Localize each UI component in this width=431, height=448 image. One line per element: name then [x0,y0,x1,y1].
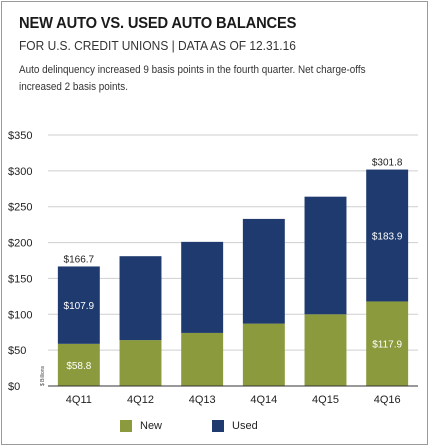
x-tick-label: 4Q11 [66,394,92,406]
chart-title: NEW AUTO VS. USED AUTO BALANCES [19,15,297,32]
bar-used-4Q11 [57,266,100,344]
legend-swatch-new [120,420,132,432]
bar-new-4Q14 [242,323,285,386]
y-tick-label: $250 [8,202,32,214]
x-tick-label: 4Q14 [250,394,277,406]
data-label-total: $301.8 [372,158,403,169]
y-tick-label: $200 [8,238,32,250]
legend: New Used [120,419,308,433]
bar-new-4Q11 [57,343,100,386]
bar-used-4Q15 [304,196,347,315]
gridlines [48,134,418,351]
bar-new-4Q15 [304,314,347,386]
x-tick-label: 4Q15 [312,394,339,406]
legend-label-used: Used [232,420,258,432]
data-label-new: $117.9 [372,340,402,351]
data-label-new: $58.8 [66,361,91,372]
bar-used-4Q13 [181,241,224,333]
data-label-used: $183.9 [372,232,403,243]
x-tick-label: 4Q13 [189,394,216,406]
y-tick-label: $100 [8,309,32,321]
x-tick-label: 4Q16 [374,394,401,406]
y-tick-label: $0 [8,381,20,393]
bars [57,169,409,386]
y-tick-label: $350 [8,130,32,142]
bar-new-4Q12 [119,340,162,386]
bar-new-4Q16 [366,301,409,386]
data-label-used: $107.9 [64,301,95,312]
bar-used-4Q12 [119,256,162,341]
legend-label-new: New [140,420,163,432]
data-labels: $58.8 $107.9 $166.7 $117.9 $183.9 $301.8 [64,158,403,372]
y-tick-label: $50 [8,345,26,357]
x-tick-label: 4Q12 [127,394,154,406]
axes: $0 $50 $100 $150 $200 $250 $300 $350 $ Billions 4… [8,130,418,406]
chart-note: Auto delinquency increased 9 basis point… [19,64,366,93]
legend-item-new: New [120,420,162,432]
bar-used-4Q16 [366,169,409,302]
chart-subtitle: FOR U.S. CREDIT UNIONS | DATA AS OF 12.3… [19,38,296,53]
y-tick-label: $150 [8,273,32,285]
y-axis-label: $ Billions [40,365,46,386]
legend-swatch-used [212,420,225,432]
bar-new-4Q13 [181,332,224,386]
data-label-total: $166.7 [64,254,95,265]
legend-item-used: Used [212,420,258,432]
bar-used-4Q14 [242,218,285,324]
y-tick-label: $300 [8,166,32,178]
